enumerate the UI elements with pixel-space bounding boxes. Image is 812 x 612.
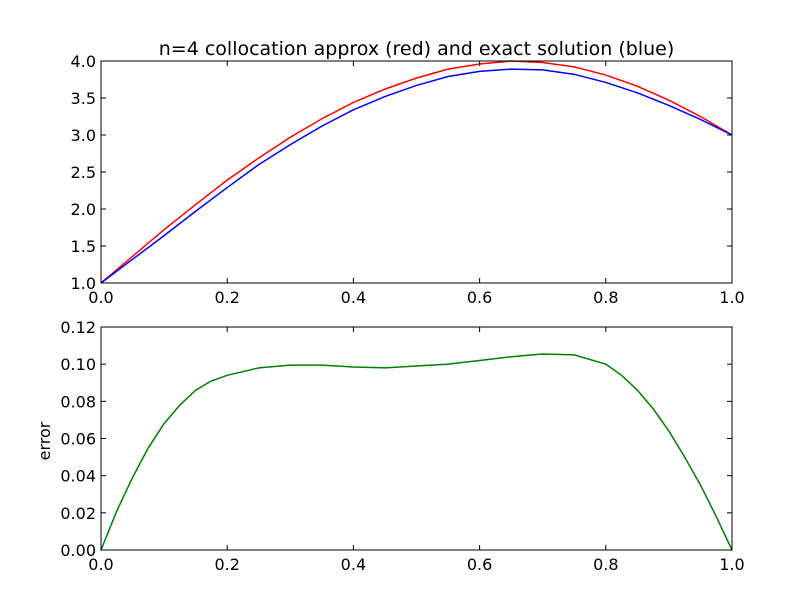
bottom-subplot: error 0.0 0.2 0.4 0.6 0.8 1.0 0.00 0.02 0.04 0.06… [35, 318, 745, 574]
top-y-tick-label: 3.5 [71, 89, 96, 108]
top-series-group [100, 60, 733, 284]
top-y-tick-label: 1.0 [71, 274, 96, 293]
bottom-y-tick-label: 0.06 [60, 430, 96, 449]
bottom-x-tick-label: 0.6 [467, 555, 492, 574]
top-subplot: n=4 collocation approx (red) and exact s… [71, 38, 745, 307]
bottom-y-tick-label: 0.02 [60, 504, 96, 523]
bottom-y-tick-label: 0.10 [60, 355, 96, 374]
bottom-y-tick-label: 0.00 [60, 541, 96, 560]
top-x-tick-label: 0.8 [593, 288, 618, 307]
top-series-line-1 [100, 68, 733, 284]
top-y-tick-label: 1.5 [71, 237, 96, 256]
top-series-line-0 [100, 60, 733, 284]
top-y-tick-label: 3.0 [71, 126, 96, 145]
bottom-series-group [100, 353, 733, 551]
bottom-y-axis-label: error [35, 421, 54, 460]
bottom-ticks-group: 0.0 0.2 0.4 0.6 0.8 1.0 0.00 0.02 0.04 0.06 0.08 0.… [60, 318, 744, 574]
bottom-y-tick-label: 0.04 [60, 467, 96, 486]
bottom-y-tick-label: 0.08 [60, 392, 96, 411]
top-y-tick-label: 2.5 [71, 163, 96, 182]
top-y-tick-label: 4.0 [71, 52, 96, 71]
bottom-y-tick-label: 0.12 [60, 318, 96, 337]
top-x-tick-label: 0.6 [467, 288, 492, 307]
bottom-series-line-0 [100, 353, 733, 551]
bottom-x-tick-label: 0.4 [341, 555, 366, 574]
top-chart-title: n=4 collocation approx (red) and exact s… [159, 38, 675, 60]
top-x-tick-label: 0.4 [341, 288, 366, 307]
top-ticks-group: 0.0 0.2 0.4 0.6 0.8 1.0 1.0 1.5 2.0 2.5 3.0 3.5 4.0 [71, 52, 745, 307]
top-x-tick-label: 1.0 [719, 288, 744, 307]
bottom-x-tick-label: 0.8 [593, 555, 618, 574]
bottom-x-tick-label: 1.0 [719, 555, 744, 574]
bottom-x-tick-label: 0.2 [214, 555, 239, 574]
top-y-tick-label: 2.0 [71, 200, 96, 219]
top-x-tick-label: 0.0 [88, 288, 113, 307]
bottom-x-tick-label: 0.0 [88, 555, 113, 574]
top-x-tick-label: 0.2 [214, 288, 239, 307]
